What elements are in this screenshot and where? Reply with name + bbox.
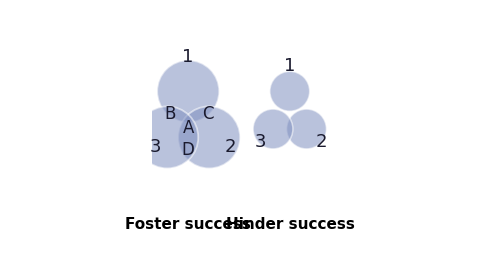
Circle shape bbox=[178, 106, 240, 168]
Text: 3: 3 bbox=[150, 138, 162, 156]
Text: 2: 2 bbox=[316, 132, 327, 150]
Text: 1: 1 bbox=[182, 48, 194, 66]
Text: C: C bbox=[202, 105, 214, 123]
Circle shape bbox=[270, 71, 310, 111]
Circle shape bbox=[286, 109, 327, 149]
Text: B: B bbox=[164, 105, 176, 123]
Circle shape bbox=[253, 109, 293, 149]
Circle shape bbox=[136, 106, 198, 168]
Text: A: A bbox=[182, 119, 194, 137]
Text: 3: 3 bbox=[254, 132, 266, 150]
Text: D: D bbox=[182, 141, 194, 159]
Text: Hinder success: Hinder success bbox=[226, 217, 355, 232]
Text: Foster success: Foster success bbox=[125, 217, 251, 232]
Circle shape bbox=[157, 60, 219, 122]
Text: 1: 1 bbox=[284, 57, 296, 75]
Text: 2: 2 bbox=[224, 138, 236, 156]
